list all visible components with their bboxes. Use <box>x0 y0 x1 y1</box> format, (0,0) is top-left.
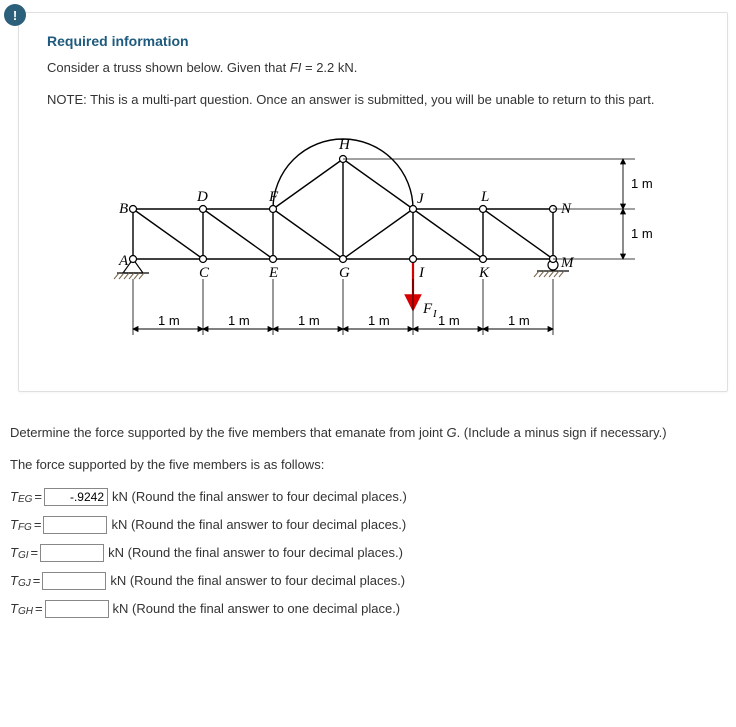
svg-text:1 m: 1 m <box>438 313 460 328</box>
svg-text:E: E <box>268 265 278 281</box>
given-pre: Consider a truss shown below. Given that <box>47 60 290 75</box>
answer-tail: kN (Round the final answer to four decim… <box>112 489 407 504</box>
truss-figure: ABCDEFGHIJKLMNFI1 m1 m1 m1 m1 m1 m1 m1 m <box>47 123 699 363</box>
svg-text:K: K <box>478 265 490 281</box>
equals-sign: = <box>34 489 42 504</box>
svg-text:1 m: 1 m <box>368 313 390 328</box>
svg-text:1 m: 1 m <box>508 313 530 328</box>
answer-sub: GH <box>18 606 33 617</box>
svg-text:A: A <box>118 253 129 269</box>
equals-sign: = <box>31 545 39 560</box>
answer-var: T <box>10 545 18 560</box>
svg-text:G: G <box>339 265 350 281</box>
alert-badge: ! <box>4 4 26 26</box>
equals-sign: = <box>34 517 42 532</box>
answer-row: TGI= kN (Round the final answer to four d… <box>10 544 726 562</box>
prompt-joint: G <box>446 425 456 440</box>
answer-input[interactable] <box>45 600 109 618</box>
answer-row: TGJ= kN (Round the final answer to four d… <box>10 572 726 590</box>
answer-row: TGH= kN (Round the final answer to one de… <box>10 600 726 618</box>
answer-input[interactable] <box>42 572 106 590</box>
equals-sign: = <box>33 573 41 588</box>
card-heading: Required information <box>47 33 699 49</box>
answer-tail: kN (Round the final answer to four decim… <box>108 545 403 560</box>
answer-sub: GJ <box>18 578 31 589</box>
svg-text:M: M <box>560 255 575 271</box>
prompt-pre: Determine the force supported by the fiv… <box>10 425 446 440</box>
question-prompt: Determine the force supported by the fiv… <box>10 424 726 442</box>
svg-text:D: D <box>196 189 208 205</box>
svg-text:1 m: 1 m <box>298 313 320 328</box>
answer-tail: kN (Round the final answer to one decima… <box>113 601 401 616</box>
svg-text:I: I <box>418 265 425 281</box>
answer-tail: kN (Round the final answer to four decim… <box>110 573 405 588</box>
answer-var: T <box>10 489 18 504</box>
card-given: Consider a truss shown below. Given that… <box>47 59 699 77</box>
info-card: Required information Consider a truss sh… <box>18 12 728 392</box>
svg-text:F: F <box>422 301 433 317</box>
svg-text:H: H <box>338 137 351 153</box>
equals-sign: = <box>35 601 43 616</box>
answer-row: TEG= kN (Round the final answer to four d… <box>10 488 726 506</box>
answer-input[interactable] <box>43 516 107 534</box>
svg-text:L: L <box>480 189 489 205</box>
svg-text:J: J <box>417 191 425 207</box>
given-post: = 2.2 kN. <box>301 60 357 75</box>
answer-sub: FG <box>18 522 32 533</box>
answer-sub: EG <box>18 494 32 505</box>
svg-text:B: B <box>119 201 128 217</box>
answer-input[interactable] <box>44 488 108 506</box>
given-var: F <box>290 60 298 75</box>
svg-text:1 m: 1 m <box>158 313 180 328</box>
answer-tail: kN (Round the final answer to four decim… <box>111 517 406 532</box>
question-block: Determine the force supported by the fiv… <box>0 408 736 617</box>
question-intro: The force supported by the five members … <box>10 457 726 472</box>
svg-text:1 m: 1 m <box>228 313 250 328</box>
answer-input[interactable] <box>40 544 104 562</box>
answer-var: T <box>10 573 18 588</box>
card-note: NOTE: This is a multi-part question. Onc… <box>47 91 699 109</box>
answer-row: TFG= kN (Round the final answer to four d… <box>10 516 726 534</box>
svg-text:1 m: 1 m <box>631 226 653 241</box>
svg-text:1 m: 1 m <box>631 176 653 191</box>
alert-icon: ! <box>13 8 17 23</box>
answer-var: T <box>10 517 18 532</box>
svg-text:C: C <box>199 265 210 281</box>
answer-var: T <box>10 601 18 616</box>
svg-text:F: F <box>268 189 279 205</box>
answer-sub: GI <box>18 550 29 561</box>
prompt-post: . (Include a minus sign if necessary.) <box>457 425 667 440</box>
